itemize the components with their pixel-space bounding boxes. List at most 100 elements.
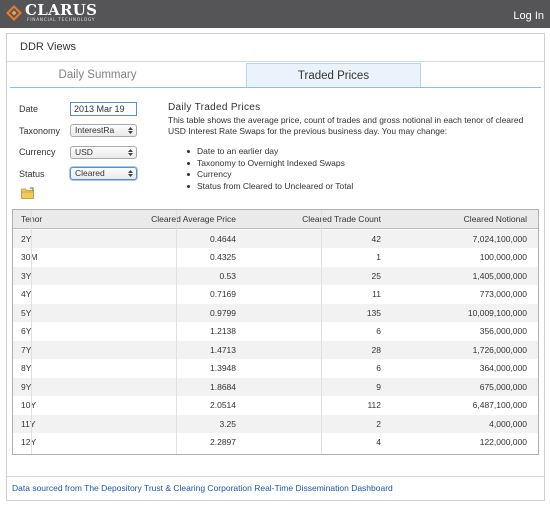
cell-notional: 773,000,000: [479, 289, 527, 299]
table-row: 12Y 2.2897 4 122,000,000: [13, 433, 538, 452]
logo-tagline: FINANCIAL TECHNOLOGY: [27, 18, 96, 23]
column-header-trade-count[interactable]: Cleared Trade Count: [302, 214, 381, 224]
export-folder-icon[interactable]: [21, 187, 34, 199]
cell-avg-price: 0.9799: [210, 307, 236, 318]
cell-notional: 356,000,000: [479, 326, 527, 336]
cell-trade-count: 9: [376, 381, 381, 392]
cell-tenor: 8Y: [21, 363, 32, 373]
cell-avg-price: 0.7169: [210, 289, 236, 299]
cell-notional: 4,000,000: [489, 418, 527, 429]
cell-tenor: 2Y: [21, 233, 32, 244]
table-row: 30M 0.4325 1 100,000,000: [13, 248, 538, 267]
cell-trade-count: 42: [371, 233, 381, 244]
tab-daily-summary[interactable]: Daily Summary: [58, 69, 137, 81]
login-link[interactable]: Log In: [513, 10, 544, 22]
cell-notional: 10,009,100,000: [467, 307, 527, 318]
list-item: Date to an earlier day: [187, 146, 353, 158]
table-row: 9Y 1.8684 9 675,000,000: [13, 377, 538, 396]
table-row: 6Y 1.2138 6 356,000,000: [13, 322, 538, 341]
cell-notional: 122,000,000: [479, 437, 527, 447]
cell-tenor: 4Y: [21, 289, 32, 299]
table-row: 4Y 0.7169 11 773,000,000: [13, 285, 538, 304]
chevron-updown-icon: [128, 149, 133, 156]
cell-tenor: 12Y: [21, 437, 37, 447]
cell-tenor: 6Y: [21, 326, 32, 336]
cell-avg-price: 2.2897: [210, 437, 236, 447]
cell-tenor: 11Y: [21, 418, 36, 429]
cell-trade-count: 1: [376, 252, 381, 262]
info-title: Daily Traded Prices: [168, 102, 261, 113]
ddr-views-panel: DDR Views Daily Summary History Traded P…: [6, 33, 545, 501]
info-description: This table shows the average price, coun…: [168, 115, 524, 136]
clarus-logo-icon: [6, 5, 22, 21]
cell-avg-price: 1.4713: [210, 344, 236, 355]
chevron-updown-icon: [128, 127, 133, 134]
cell-trade-count: 135: [366, 307, 381, 318]
cell-notional: 1,726,000,000: [472, 344, 527, 355]
cell-avg-price: 1.8684: [210, 381, 236, 392]
column-header-notional[interactable]: Cleared Notional: [463, 214, 527, 224]
table-row: 2Y 0.4644 42 7,024,100,000: [13, 229, 538, 248]
column-divider: [31, 210, 32, 454]
cell-tenor: 10Y: [21, 400, 37, 410]
status-select-value: Cleared: [75, 168, 105, 178]
cell-notional: 7,024,100,000: [472, 233, 527, 244]
cell-notional: 1,405,000,000: [472, 270, 527, 281]
cell-avg-price: 3.25: [219, 418, 236, 429]
chevron-updown-icon: [128, 170, 133, 177]
cell-avg-price: 1.3948: [210, 363, 236, 373]
cell-notional: 6,487,100,000: [472, 400, 527, 410]
cell-trade-count: 2: [376, 418, 381, 429]
footer-divider: [7, 476, 544, 477]
status-select[interactable]: Cleared: [70, 167, 137, 180]
cell-trade-count: 6: [376, 326, 381, 336]
info-bullets: Date to an earlier day Taxonomy to Overn…: [187, 146, 353, 192]
cell-tenor: 3Y: [21, 270, 32, 281]
cell-trade-count: 6: [376, 363, 381, 373]
logo-name: CLARUS: [25, 1, 98, 19]
top-bar: CLARUS FINANCIAL TECHNOLOGY Log In: [0, 0, 550, 28]
panel-title: DDR Views: [20, 41, 77, 53]
list-item: Currency: [187, 169, 353, 181]
cell-tenor: 9Y: [21, 381, 32, 392]
currency-label: Currency: [19, 147, 56, 157]
date-label: Date: [19, 104, 39, 114]
list-item: Status from Cleared to Uncleared or Tota…: [187, 181, 353, 193]
cell-trade-count: 112: [367, 400, 381, 410]
cell-avg-price: 0.4325: [210, 252, 236, 262]
table-row: 7Y 1.4713 28 1,726,000,000: [13, 340, 538, 359]
table-row: 10Y 2.0514 112 6,487,100,000: [13, 396, 538, 415]
column-divider: [176, 210, 177, 454]
table-row: 11Y 3.25 2 4,000,000: [13, 414, 538, 433]
taxonomy-select[interactable]: InterestRa: [70, 124, 137, 137]
divider: [7, 61, 544, 62]
cell-avg-price: 1.2138: [210, 326, 236, 336]
cell-trade-count: 4: [376, 437, 381, 447]
clarus-logo[interactable]: CLARUS FINANCIAL TECHNOLOGY: [6, 2, 97, 23]
data-source-link[interactable]: Data sourced from The Depository Trust &…: [12, 483, 393, 493]
cell-notional: 100,000,000: [479, 252, 527, 262]
view-tabs: Daily Summary History Traded Prices: [10, 63, 541, 88]
cell-avg-price: 0.4644: [210, 233, 236, 244]
cell-trade-count: 28: [371, 344, 381, 355]
taxonomy-label: Taxonomy: [19, 126, 61, 136]
traded-prices-table: Tenor Cleared Average Price Cleared Trad…: [12, 209, 539, 455]
table-row: 8Y 1.3948 6 364,000,000: [13, 359, 538, 378]
table-header: Tenor Cleared Average Price Cleared Trad…: [13, 210, 538, 229]
cell-trade-count: 25: [371, 270, 381, 281]
column-header-avg-price[interactable]: Cleared Average Price: [151, 214, 236, 224]
cell-avg-price: 0.53: [219, 270, 236, 281]
cell-notional: 364,000,000: [479, 363, 527, 373]
table-row: 3Y 0.53 25 1,405,000,000: [13, 266, 538, 285]
tab-traded-prices[interactable]: Traded Prices: [246, 63, 421, 87]
status-label: Status: [19, 169, 45, 179]
date-input[interactable]: 2013 Mar 19: [70, 102, 137, 116]
cell-notional: 675,000,000: [479, 381, 527, 392]
cell-trade-count: 11: [372, 289, 381, 299]
taxonomy-select-value: InterestRa: [75, 125, 115, 135]
list-item: Taxonomy to Overnight Indexed Swaps: [187, 158, 353, 170]
currency-select[interactable]: USD: [70, 146, 137, 159]
cell-avg-price: 2.0514: [210, 400, 236, 410]
table-row: 5Y 0.9799 135 10,009,100,000: [13, 303, 538, 322]
cell-tenor: 30M: [21, 252, 38, 262]
